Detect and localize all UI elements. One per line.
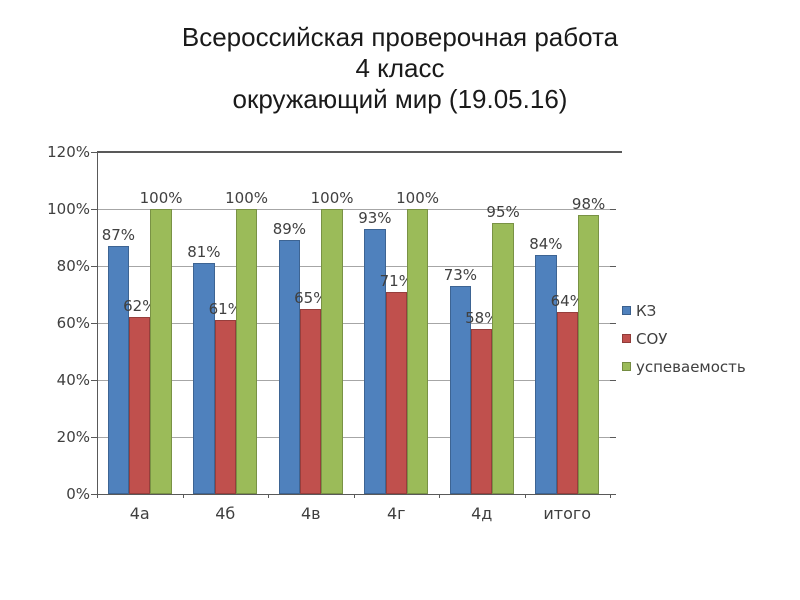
- x-axis-tick-2: [268, 494, 269, 498]
- data-label-КЗ-итого: 84%: [529, 234, 563, 253]
- x-axis-label-3: 4в: [300, 504, 321, 523]
- y-axis-label-20: 20%: [56, 428, 90, 446]
- y-axis-tick-right-0: [610, 494, 616, 495]
- gridline-40: [97, 380, 610, 381]
- slide-title: Всероссийская проверочная работа 4 класс…: [0, 22, 800, 115]
- legend-label-КЗ: КЗ: [636, 302, 657, 320]
- bar-успеваемость-4б: [235, 209, 258, 494]
- y-axis-tick-left-40: [91, 380, 97, 381]
- gridline-100: [97, 209, 610, 210]
- x-axis-label-1: 4а: [129, 504, 150, 523]
- x-axis-label-2: 4б: [215, 504, 236, 523]
- legend-swatch-успеваемость: [622, 362, 631, 371]
- data-label-СОУ-4д: 58%: [465, 308, 499, 327]
- gridline-60: [97, 323, 610, 324]
- y-axis-tick-right-20: [610, 437, 616, 438]
- bar-КЗ-4б: [193, 263, 215, 494]
- y-axis-label-120: 120%: [47, 143, 90, 161]
- x-axis-label-4: 4г: [386, 504, 406, 523]
- data-label-КЗ-4б: 81%: [187, 243, 221, 262]
- data-label-КЗ-4в: 89%: [272, 220, 307, 239]
- data-label-СОУ-4в: 65%: [294, 288, 328, 307]
- y-axis-tick-left-60: [91, 323, 97, 324]
- bar-СОУ-4д: [471, 328, 493, 494]
- data-label-успеваемость-4б: 100%: [225, 189, 269, 207]
- bar-КЗ-4г: [364, 228, 386, 494]
- y-axis-tick-right-100: [610, 209, 616, 210]
- bar-СОУ-итого: [556, 311, 578, 494]
- data-label-КЗ-4а: 87%: [101, 226, 136, 245]
- legend-label-СОУ: СОУ: [636, 330, 668, 348]
- bar-СОУ-4б: [214, 320, 236, 494]
- x-axis-tick-1: [183, 494, 184, 498]
- data-label-СОУ-4б: 61%: [208, 300, 242, 319]
- y-axis-tick-left-20: [91, 437, 97, 438]
- y-axis-label-80: 80%: [56, 257, 90, 275]
- y-axis-tick-right-60: [610, 323, 616, 324]
- data-label-успеваемость-итого: 98%: [571, 194, 606, 213]
- title-line-3: окружающий мир (19.05.16): [232, 84, 568, 114]
- bar-успеваемость-4а: [150, 209, 172, 494]
- data-label-успеваемость-4а: 100%: [139, 189, 183, 207]
- data-label-СОУ-4г: 71%: [379, 271, 413, 290]
- legend-swatch-КЗ: [622, 306, 631, 315]
- bar-успеваемость-4д: [492, 223, 514, 495]
- legend-label-успеваемость: успеваемость: [636, 358, 746, 376]
- gridline-80: [97, 266, 610, 267]
- bar-КЗ-4в: [278, 240, 301, 494]
- bar-успеваемость-4в: [321, 209, 343, 494]
- y-axis-tick-right-80: [610, 266, 616, 267]
- bar-СОУ-4г: [385, 291, 407, 494]
- bar-СОУ-4а: [129, 317, 151, 494]
- data-label-СОУ-4а: 62%: [123, 297, 157, 316]
- y-axis-label-100: 100%: [47, 200, 90, 218]
- x-axis-tick-4: [439, 494, 440, 498]
- plot-top-border: [97, 151, 622, 153]
- y-axis-tick-left-100: [91, 209, 97, 210]
- data-label-успеваемость-4в: 100%: [310, 189, 354, 207]
- x-axis-line: [97, 494, 610, 495]
- y-axis-label-40: 40%: [56, 371, 90, 389]
- data-label-КЗ-4г: 93%: [358, 208, 392, 227]
- legend-swatch-СОУ: [622, 334, 631, 343]
- bar-успеваемость-4г: [406, 209, 429, 494]
- x-axis-tick-5: [525, 494, 526, 498]
- bar-КЗ-4а: [107, 246, 130, 494]
- title-line-1: Всероссийская проверочная работа: [181, 22, 619, 52]
- x-axis-label-5: 4д: [471, 504, 493, 523]
- data-label-успеваемость-4г: 100%: [396, 189, 440, 207]
- y-axis-tick-left-120: [91, 152, 97, 153]
- title-line-2: 4 класс: [355, 53, 445, 83]
- x-axis-tick-0: [97, 494, 98, 498]
- bar-КЗ-итого: [535, 254, 557, 494]
- x-axis-label-6: итого: [543, 504, 592, 523]
- data-label-КЗ-4д: 73%: [443, 266, 478, 284]
- bar-успеваемость-итого: [577, 214, 600, 494]
- gridline-20: [97, 437, 610, 438]
- y-axis-tick-left-80: [91, 266, 97, 267]
- bar-СОУ-4в: [300, 308, 322, 495]
- data-label-СОУ-итого: 64%: [550, 291, 584, 310]
- data-label-успеваемость-4д: 95%: [486, 203, 520, 222]
- y-axis-tick-left-0: [91, 494, 97, 495]
- x-axis-tick-3: [354, 494, 355, 498]
- y-axis-tick-right-40: [610, 380, 616, 381]
- y-axis-label-0: 0%: [66, 485, 90, 503]
- y-axis-line: [97, 152, 98, 494]
- x-axis-tick-6: [610, 494, 611, 498]
- y-axis-label-60: 60%: [56, 314, 90, 332]
- bar-КЗ-4д: [449, 286, 472, 494]
